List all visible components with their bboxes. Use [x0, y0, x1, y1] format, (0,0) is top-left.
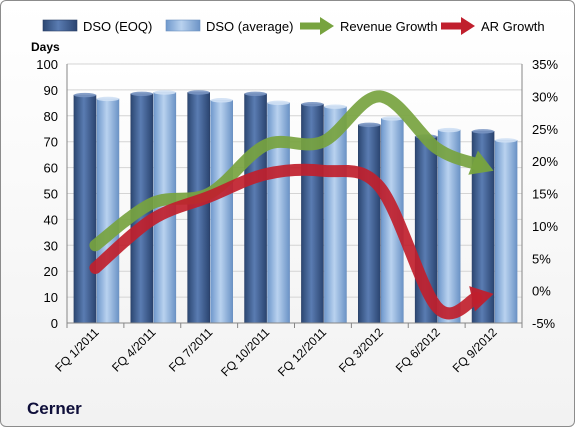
y-tick-label: 60: [44, 161, 58, 176]
line-revenue-growth: [89, 90, 484, 252]
legend-swatch-dso-eoq: [42, 19, 78, 32]
line-ar-growth: [89, 163, 483, 320]
x-tick-label: FQ 6/2012: [393, 325, 443, 375]
arrowhead-ar-growth: [469, 286, 494, 312]
y-tick-label: 50: [44, 187, 58, 202]
x-tick-label: FQ 10/2011: [218, 325, 272, 379]
y2-tick-label: 25%: [532, 122, 558, 137]
y-tick-label: 30: [44, 238, 58, 253]
legend-label-revenue-growth: Revenue Growth: [340, 19, 438, 34]
bar-dso-average: [210, 99, 233, 324]
y-tick-label: 20: [44, 264, 58, 279]
x-tick-label: FQ 7/2011: [166, 325, 216, 375]
bar-dso-eoq: [358, 124, 381, 324]
bar-dso-eoq: [73, 94, 97, 324]
y2-tick-label: -5%: [532, 316, 556, 331]
y-tick-label: 70: [44, 135, 58, 150]
y-tick-label: 90: [44, 83, 58, 98]
y-axis-label: Days: [31, 40, 60, 54]
y-tick-label: 80: [44, 109, 58, 124]
y2-tick-label: 0%: [532, 284, 551, 299]
bar-top-dso-eoq: [358, 122, 381, 128]
y2-tick-label: 10%: [532, 219, 558, 234]
y2-tick-label: 15%: [532, 187, 558, 202]
bar-top-dso-average: [210, 98, 233, 103]
growth-lines: [89, 90, 494, 320]
company-name: Cerner: [27, 399, 82, 418]
legend-label-dso-average: DSO (average): [206, 19, 293, 34]
bar-top-dso-eoq: [130, 91, 153, 96]
bar-top-dso-average: [495, 138, 518, 143]
y-tick-label: 10: [44, 290, 58, 305]
bar-top-dso-average: [324, 104, 347, 109]
legend-label-ar-growth: AR Growth: [481, 19, 545, 34]
x-tick-label: FQ 9/2012: [450, 325, 500, 375]
legend-label-dso-eoq: DSO (EOQ): [83, 19, 152, 34]
y-tick-label: 0: [51, 316, 58, 331]
bar-dso-average: [267, 102, 290, 324]
legend-arrow-ar-growth: [461, 17, 475, 35]
x-tick-label: FQ 4/2011: [109, 325, 159, 375]
bar-top-dso-eoq: [244, 91, 267, 96]
bar-top-dso-average: [267, 100, 290, 106]
bar-top-dso-eoq: [187, 90, 210, 95]
y-tick-label: 40: [44, 212, 58, 227]
bar-top-dso-eoq: [301, 101, 324, 107]
x-tick-label: FQ 1/2011: [52, 325, 102, 375]
bar-dso-eoq: [244, 93, 267, 324]
y2-tick-label: 5%: [532, 251, 551, 266]
bar-top-dso-average: [153, 90, 176, 95]
bar-top-dso-eoq: [73, 92, 96, 98]
y2-tick-label: 30%: [532, 89, 558, 104]
legend-arrow-revenue-growth: [320, 17, 334, 35]
y2-tick-label: 35%: [532, 57, 558, 72]
bar-dso-average: [494, 140, 518, 324]
bar-top-dso-eoq: [472, 129, 495, 134]
y2-tick-label: 20%: [532, 154, 558, 169]
x-tick-label: FQ 12/2011: [275, 325, 329, 379]
bar-top-dso-average: [96, 96, 119, 102]
y-tick-label: 100: [36, 57, 58, 72]
x-tick-label: FQ 3/2012: [336, 325, 386, 375]
arrowhead-revenue-growth: [468, 150, 494, 175]
bar-dso-average: [96, 98, 120, 324]
bar-top-dso-average: [438, 127, 461, 133]
legend: DSO (EOQ) DSO (average) Revenue Growth AR G…: [42, 17, 545, 35]
legend-swatch-dso-average: [165, 19, 201, 32]
bar-top-dso-average: [381, 116, 404, 121]
